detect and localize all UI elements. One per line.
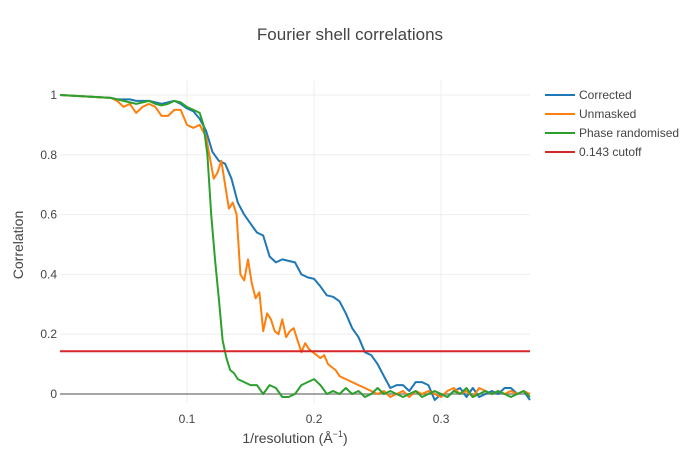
x-axis-label-superscript: −1 bbox=[333, 429, 343, 439]
y-tick-label: 0 bbox=[50, 387, 57, 401]
legend-item-unmasked[interactable]: Unmasked bbox=[545, 107, 636, 121]
legend-item-phase-randomised[interactable]: Phase randomised bbox=[545, 126, 679, 140]
series-line-corrected bbox=[59, 94, 531, 401]
legend-label: Phase randomised bbox=[579, 126, 679, 140]
y-tick-label: 0.6 bbox=[40, 208, 57, 222]
y-axis-label: Correlation bbox=[10, 211, 26, 279]
grid-layer bbox=[60, 80, 530, 403]
x-axis-label-close: ) bbox=[343, 430, 348, 446]
y-tick-label: 0.2 bbox=[40, 327, 57, 341]
x-tick-label: 0.1 bbox=[179, 412, 196, 426]
y-tick-label: 1 bbox=[50, 88, 57, 102]
chart-title: Fourier shell correlations bbox=[257, 25, 443, 44]
x-axis-label: 1/resolution (Å−1) bbox=[242, 429, 347, 446]
y-tick-label: 0.8 bbox=[40, 148, 57, 162]
tick-layer: 0.1 0.2 0.3 0 0.2 0.4 0.6 0.8 1 bbox=[40, 88, 449, 426]
legend: Corrected Unmasked Phase randomised 0.143 c… bbox=[545, 88, 679, 159]
legend-label: Unmasked bbox=[579, 107, 636, 121]
x-axis-label-main: 1/resolution (Å bbox=[242, 430, 333, 446]
series-line-phase-randomised bbox=[59, 94, 531, 398]
legend-item-corrected[interactable]: Corrected bbox=[545, 88, 632, 102]
legend-label: 0.143 cutoff bbox=[579, 145, 642, 159]
x-tick-label: 0.3 bbox=[433, 412, 450, 426]
series-layer bbox=[59, 94, 531, 401]
legend-label: Corrected bbox=[579, 88, 632, 102]
series-line-unmasked bbox=[59, 94, 531, 398]
y-tick-label: 0.4 bbox=[40, 267, 57, 281]
x-tick-label: 0.2 bbox=[306, 412, 323, 426]
legend-item-0-143-cutoff[interactable]: 0.143 cutoff bbox=[545, 145, 642, 159]
